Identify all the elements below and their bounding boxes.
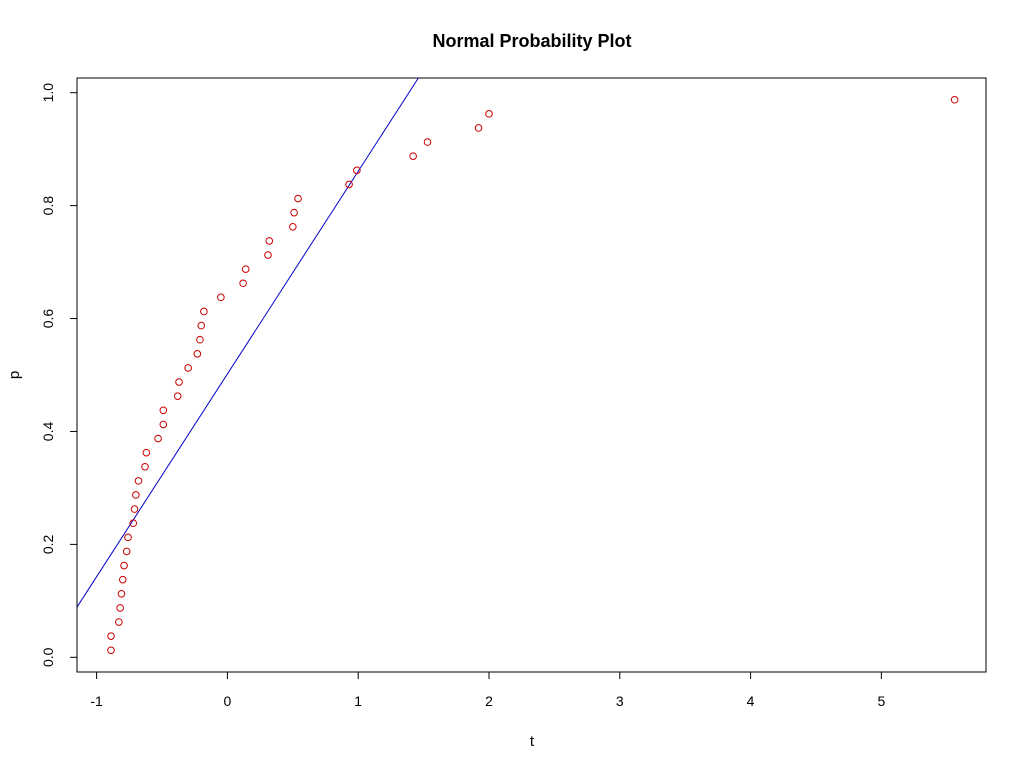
x-tick-label: 3 <box>616 693 624 709</box>
data-point <box>353 166 361 175</box>
y-tick-label: 1.0 <box>40 83 56 103</box>
y-axis: 0.0 0.2 0.4 0.6 0.8 1.0 <box>40 83 78 667</box>
reference-line <box>76 77 419 608</box>
reference-line-layer <box>76 77 419 608</box>
data-point <box>120 561 128 570</box>
x-tick-label: 2 <box>485 693 493 709</box>
data-point <box>117 589 126 598</box>
data-point <box>184 364 192 372</box>
x-tick-label: -1 <box>90 693 103 709</box>
data-point <box>345 180 353 189</box>
points-layer <box>107 95 959 655</box>
y-axis-label: p <box>6 371 23 379</box>
data-point <box>197 321 206 330</box>
data-point <box>124 533 132 542</box>
data-point <box>289 222 297 231</box>
data-point <box>423 138 432 146</box>
y-tick-label: 0.4 <box>40 422 56 442</box>
data-point <box>200 307 208 316</box>
data-point <box>130 505 139 513</box>
x-tick-label: 5 <box>877 693 885 709</box>
data-point <box>129 519 138 528</box>
data-point <box>409 152 417 161</box>
data-point <box>134 477 143 485</box>
data-point <box>154 434 162 443</box>
data-point <box>193 350 202 358</box>
data-point <box>116 604 124 612</box>
data-point <box>159 420 168 429</box>
data-point <box>294 194 302 203</box>
data-point <box>241 265 250 273</box>
data-point <box>264 251 272 259</box>
x-axis-label: t <box>530 733 535 750</box>
x-tick-label: 1 <box>354 693 362 709</box>
plot-frame <box>76 77 987 673</box>
data-point <box>118 575 127 584</box>
y-tick-label: 0.8 <box>40 196 56 216</box>
x-tick-label: 0 <box>224 693 232 709</box>
data-point <box>474 124 483 132</box>
data-point <box>159 406 168 415</box>
data-point <box>175 378 183 386</box>
data-point <box>290 208 298 217</box>
data-point <box>196 335 204 344</box>
data-point <box>239 279 247 288</box>
data-point <box>132 491 140 499</box>
x-axis: -1 0 1 2 3 4 5 <box>90 671 885 709</box>
y-tick-label: 0.2 <box>40 534 56 554</box>
data-point <box>142 448 151 457</box>
data-point <box>107 632 115 640</box>
data-point <box>122 547 131 556</box>
data-point <box>173 392 182 400</box>
data-point <box>141 462 149 471</box>
data-point <box>485 110 493 118</box>
x-tick-label: 4 <box>747 693 755 709</box>
data-point <box>950 95 959 104</box>
data-point <box>217 293 225 302</box>
data-point <box>107 646 115 655</box>
data-point <box>265 237 274 245</box>
chart-title: Normal Probability Plot <box>432 31 631 51</box>
y-tick-label: 0.0 <box>40 647 56 667</box>
y-tick-label: 0.6 <box>40 309 56 329</box>
data-point <box>115 618 123 626</box>
